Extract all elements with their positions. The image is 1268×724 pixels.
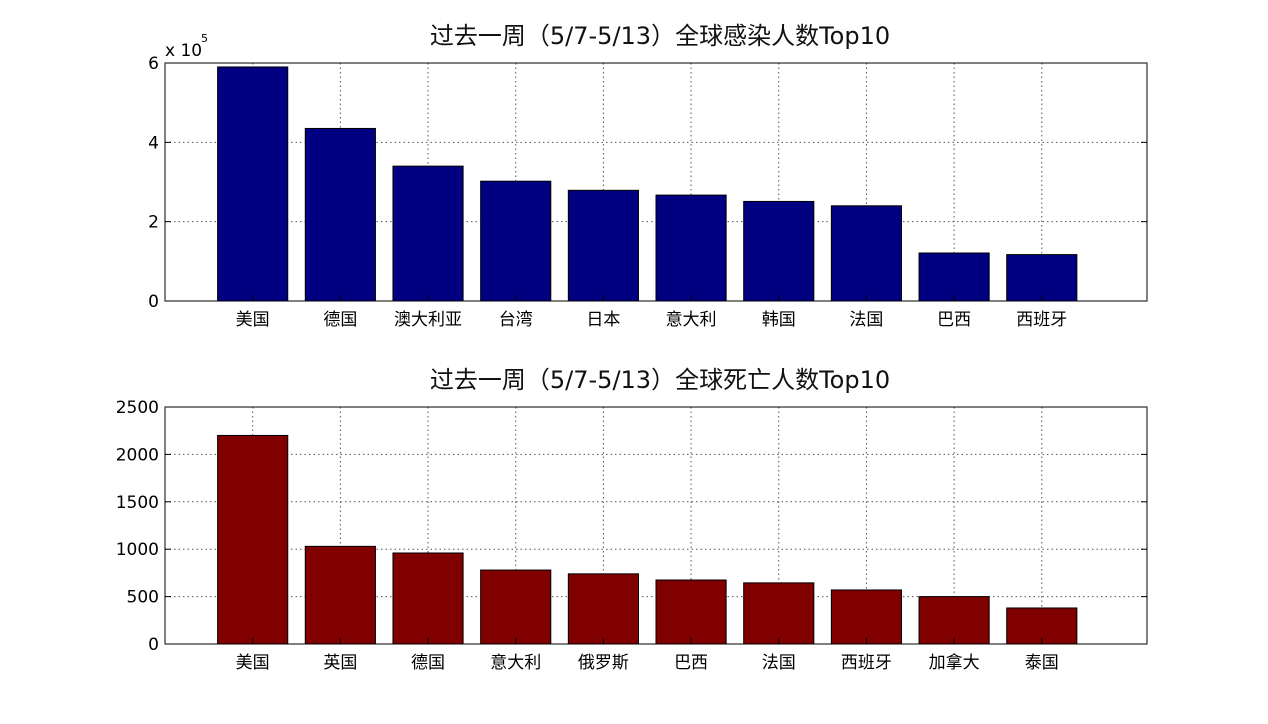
y-tick-label: 2500 bbox=[116, 398, 159, 418]
bar bbox=[480, 569, 552, 645]
bar bbox=[480, 180, 552, 302]
bar bbox=[1006, 607, 1078, 645]
bars bbox=[217, 66, 1078, 302]
chart-title: 过去一周（5/7-5/13）全球感染人数Top10 bbox=[430, 22, 890, 50]
x-ticks: 美国 德国 澳大利亚 台湾 日本 意大利 韩国 法国 巴西 西班牙 bbox=[236, 295, 1067, 330]
bar bbox=[567, 573, 639, 645]
x-tick-label: 巴西 bbox=[937, 310, 971, 330]
x-tick-label: 巴西 bbox=[674, 653, 708, 673]
x-tick-label: 加拿大 bbox=[929, 652, 980, 673]
exponent-label: x 10 5 bbox=[165, 32, 208, 61]
x-tick-label: 澳大利亚 bbox=[394, 310, 462, 330]
x-tick-label: 意大利 bbox=[666, 310, 717, 330]
bar bbox=[392, 552, 464, 645]
x-ticks: 美国 英国 德国 意大利 俄罗斯 巴西 法国 西班牙 加拿大 泰国 bbox=[236, 638, 1059, 673]
bar bbox=[743, 582, 815, 645]
x-tick-label: 英国 bbox=[323, 653, 357, 673]
y-tick-label: 2 bbox=[148, 213, 159, 233]
bars bbox=[217, 434, 1078, 645]
y-ticks: 0 500 1000 1500 2000 2500 bbox=[116, 398, 1147, 655]
y-tick-label: 4 bbox=[148, 133, 159, 153]
bar bbox=[304, 545, 376, 645]
x-tick-label: 西班牙 bbox=[841, 653, 892, 673]
x-tick-label: 美国 bbox=[236, 653, 270, 673]
axes-box bbox=[164, 62, 1148, 302]
x-tick-label: 法国 bbox=[849, 310, 883, 330]
x-tick-label: 泰国 bbox=[1025, 653, 1059, 673]
x-tick-label: 韩国 bbox=[762, 310, 796, 330]
axes-box bbox=[164, 406, 1148, 645]
chart-deaths: 0 500 1000 1500 2000 2500 美国 英国 德国 意大利 俄罗斯 巴西 法国 西班牙 加… bbox=[116, 366, 1148, 673]
y-tick-label: 0 bbox=[148, 292, 159, 312]
x-tick-label: 俄罗斯 bbox=[578, 653, 629, 673]
x-tick-label: 德国 bbox=[411, 653, 445, 673]
bar bbox=[918, 252, 990, 302]
bar bbox=[655, 194, 727, 302]
bar bbox=[217, 66, 289, 302]
bar bbox=[1006, 254, 1078, 302]
exponent-base: x 10 bbox=[165, 41, 202, 61]
chart-title: 过去一周（5/7-5/13）全球死亡人数Top10 bbox=[430, 366, 890, 394]
bar bbox=[918, 596, 990, 645]
bar bbox=[655, 579, 727, 645]
y-ticks: 0 2 4 6 bbox=[148, 54, 1147, 312]
y-tick-label: 500 bbox=[127, 588, 159, 608]
x-tick-label: 台湾 bbox=[499, 310, 533, 330]
bar bbox=[830, 589, 902, 645]
bar bbox=[830, 205, 902, 302]
y-tick-label: 0 bbox=[148, 635, 159, 655]
chart-infections: x 10 5 0 2 4 6 美国 德国 澳大利亚 台湾 日本 意大利 韩国 法国 巴西 西班牙 过去一周（… bbox=[148, 22, 1148, 330]
exponent-power: 5 bbox=[201, 32, 208, 45]
x-tick-label: 意大利 bbox=[490, 653, 541, 673]
bar bbox=[217, 434, 289, 645]
x-tick-label: 法国 bbox=[762, 653, 796, 673]
y-tick-label: 6 bbox=[148, 54, 159, 74]
x-tick-label: 美国 bbox=[236, 310, 270, 330]
y-tick-label: 1500 bbox=[116, 493, 159, 513]
bar bbox=[743, 200, 815, 302]
x-tick-label: 日本 bbox=[586, 310, 620, 330]
y-tick-label: 1000 bbox=[116, 540, 159, 560]
bar bbox=[567, 189, 639, 302]
bar bbox=[392, 165, 464, 302]
x-tick-label: 德国 bbox=[323, 310, 357, 330]
y-tick-label: 2000 bbox=[116, 445, 159, 465]
x-tick-label: 西班牙 bbox=[1016, 310, 1067, 330]
bar bbox=[304, 127, 376, 302]
